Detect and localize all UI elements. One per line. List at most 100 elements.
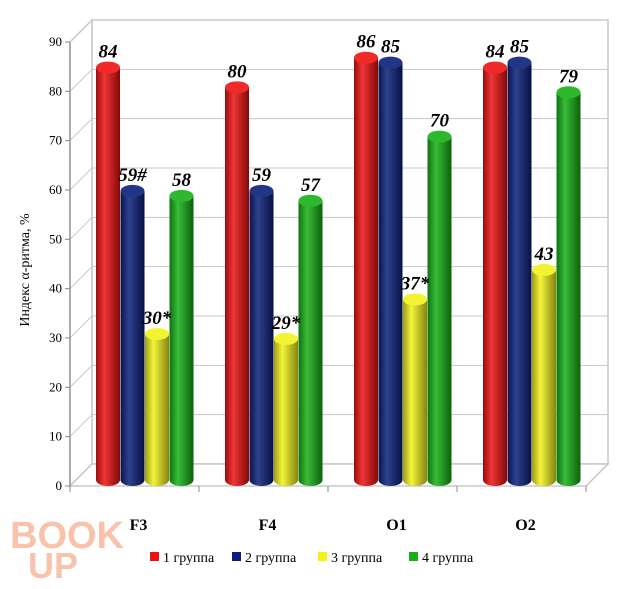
data-label: 86 <box>357 32 377 53</box>
bar-body <box>145 334 169 486</box>
gridline <box>69 118 608 142</box>
bar-top <box>298 194 323 207</box>
bar-top <box>403 293 427 306</box>
bar <box>483 61 507 486</box>
bar <box>403 293 427 486</box>
gridline <box>69 19 608 43</box>
bar-top <box>354 51 378 64</box>
legend-item: 2 группа <box>232 551 297 566</box>
bar-top <box>96 61 120 74</box>
data-label: 85 <box>510 37 530 58</box>
legend-swatch <box>318 552 327 561</box>
data-label: 30* <box>142 308 172 329</box>
bar-top <box>249 184 274 197</box>
bar-top <box>507 56 532 69</box>
y-tick-label: 50 <box>49 231 62 246</box>
bar-body <box>169 195 194 486</box>
legend-label: 2 группа <box>245 551 297 566</box>
gridline <box>69 68 608 92</box>
bar-top <box>427 130 452 143</box>
bar-body <box>378 62 403 487</box>
y-tick-label: 30 <box>49 330 62 345</box>
y-tick-label: 60 <box>49 182 62 197</box>
y-tick-label: 90 <box>49 34 62 49</box>
data-label: 59 <box>252 165 272 186</box>
bar-body <box>249 190 274 486</box>
bar-body <box>225 87 249 486</box>
bar <box>354 51 378 486</box>
legend-item: 1 группа <box>150 551 215 566</box>
bar-top <box>274 332 298 345</box>
bar-top <box>120 184 145 197</box>
x-tick-label: O1 <box>386 517 406 534</box>
legend-swatch <box>150 552 159 561</box>
bar <box>507 56 532 487</box>
watermark-text-top: BOOK <box>10 515 125 557</box>
bar <box>145 328 169 486</box>
side-wall <box>69 18 93 488</box>
legend-label: 1 группа <box>163 551 215 566</box>
bar <box>96 61 120 486</box>
watermark-logo: BOOK UP <box>10 515 125 586</box>
y-axis-label: Индекс α-ритма, % <box>18 213 33 327</box>
bar-body <box>532 269 556 486</box>
bar-top <box>556 86 581 99</box>
data-label: 80 <box>228 61 248 82</box>
x-tick-label: F3 <box>130 517 148 534</box>
x-tick-label: O2 <box>515 517 535 534</box>
bar <box>556 86 581 487</box>
legend-item: 3 группа <box>318 551 383 566</box>
y-tick-label: 20 <box>49 379 62 394</box>
y-tick-label: 40 <box>49 281 62 296</box>
data-label: 58 <box>172 170 192 191</box>
bar <box>378 56 403 487</box>
bar <box>225 81 249 486</box>
x-tick-label: F4 <box>259 517 277 534</box>
bar-body <box>120 190 145 486</box>
data-label: 43 <box>534 244 554 265</box>
bar-top <box>225 81 249 94</box>
bar-body <box>556 92 581 487</box>
legend: 1 группа 2 группа 3 группа 4 группа <box>150 551 474 566</box>
bar-top <box>532 263 556 276</box>
legend-label: 4 группа <box>422 551 474 566</box>
data-label: 57 <box>301 175 322 196</box>
data-label: 84 <box>99 42 118 63</box>
bar-top <box>145 328 169 340</box>
data-label: 70 <box>430 111 450 132</box>
bar <box>427 130 452 486</box>
bar-body <box>96 67 120 486</box>
y-tick-label: 10 <box>49 429 62 444</box>
bar-top <box>169 189 194 202</box>
data-label: 85 <box>381 37 401 58</box>
bar-body <box>298 200 323 487</box>
legend-swatch <box>232 552 241 561</box>
y-tick-label: 80 <box>49 83 62 98</box>
bar-top <box>378 56 403 69</box>
legend-swatch <box>409 552 418 561</box>
bar-body <box>403 299 427 486</box>
y-axis: 0 10 20 30 40 50 60 70 80 90 <box>49 34 587 493</box>
bar-body <box>483 67 507 486</box>
bar-body <box>507 62 532 487</box>
watermark-text-bottom: UP <box>28 545 78 586</box>
y-tick-label: 0 <box>56 478 63 493</box>
bar-top <box>483 61 507 74</box>
bar <box>169 189 194 486</box>
bar <box>120 184 145 486</box>
bar <box>298 194 323 487</box>
bar <box>274 332 298 486</box>
bar-body <box>427 136 452 486</box>
data-label: 59# <box>118 165 147 186</box>
y-tick-label: 70 <box>49 133 62 148</box>
bar-body <box>274 338 298 486</box>
data-label: 37* <box>400 273 430 294</box>
data-label: 84 <box>486 42 505 63</box>
bars <box>96 51 581 487</box>
data-label: 29* <box>271 313 301 334</box>
legend-label: 3 группа <box>331 551 383 566</box>
data-label: 79 <box>559 66 579 87</box>
x-axis-categories: F3 F4 O1 O2 <box>130 517 536 534</box>
